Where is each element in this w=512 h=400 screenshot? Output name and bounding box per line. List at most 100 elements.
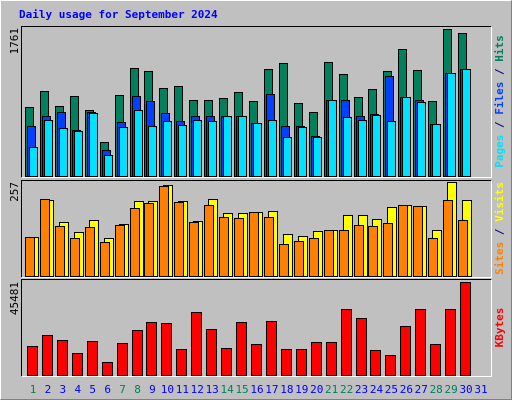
x-tick-label: 18 (280, 383, 293, 396)
bar (298, 127, 307, 177)
bar (387, 121, 396, 177)
x-tick-label: 15 (235, 383, 248, 396)
bar (372, 115, 381, 177)
bar (87, 341, 98, 376)
y-tick-label: 257 (8, 182, 21, 202)
bar (398, 205, 408, 277)
bar (117, 343, 128, 376)
bar (447, 73, 456, 177)
bar (115, 225, 125, 277)
bar (400, 326, 411, 376)
x-tick-label: 25 (385, 383, 398, 396)
bar (204, 205, 214, 277)
bar (146, 322, 157, 376)
x-tick-label: 21 (325, 383, 338, 396)
bar (341, 309, 352, 376)
bar (100, 242, 110, 277)
bar (44, 120, 53, 177)
bar (279, 244, 289, 277)
x-tick-label: 30 (459, 383, 472, 396)
bar (462, 69, 471, 177)
legend-entry: Visits (493, 182, 506, 222)
y-tick-label: 45481 (8, 282, 21, 315)
plot-border-light (21, 279, 492, 377)
bar (163, 121, 172, 177)
x-tick-label: 17 (265, 383, 278, 396)
bar (74, 131, 83, 177)
bar (296, 349, 307, 376)
bar (253, 123, 262, 177)
bar (134, 110, 143, 177)
bar (59, 128, 68, 177)
bar (313, 137, 322, 177)
x-tick-label: 27 (415, 383, 428, 396)
bar (281, 349, 292, 376)
bar (40, 199, 50, 277)
bar (85, 227, 95, 277)
legend-separator: / (493, 115, 506, 135)
x-tick-label: 2 (45, 383, 52, 396)
y-tick-label: 1761 (8, 28, 21, 55)
bar (354, 225, 364, 277)
legend-separator: / (493, 62, 506, 82)
bar (311, 342, 322, 376)
bar (402, 97, 411, 177)
x-tick-label: 13 (206, 383, 219, 396)
chart-title: Daily usage for September 2024 (19, 8, 218, 21)
bar (176, 349, 187, 376)
bar (415, 309, 426, 376)
bar (191, 312, 202, 376)
bar (161, 323, 172, 376)
bar (221, 348, 232, 376)
plot-border-dark (21, 26, 492, 178)
x-tick-label: 29 (445, 383, 458, 396)
bar (358, 120, 367, 177)
bar (251, 344, 262, 376)
x-tick-label: 12 (191, 383, 204, 396)
bar (193, 120, 202, 177)
x-tick-label: 23 (355, 383, 368, 396)
x-tick-label: 1 (30, 383, 37, 396)
legend-entry: Sites (493, 242, 506, 275)
x-tick-label: 5 (89, 383, 96, 396)
bar (236, 322, 247, 376)
bar (339, 230, 349, 277)
bar (458, 220, 468, 277)
bar (428, 238, 438, 277)
bar (432, 124, 441, 177)
bar (368, 226, 378, 277)
legend-separator: / (493, 222, 506, 242)
x-tick-label: 10 (161, 383, 174, 396)
bar (460, 282, 471, 376)
bar (328, 100, 337, 177)
x-tick-label: 3 (60, 383, 67, 396)
bar (29, 147, 38, 177)
plot-border-light (21, 180, 492, 278)
bar (174, 202, 184, 277)
legend-entry: Files (493, 82, 506, 115)
bar (443, 200, 453, 277)
bar (72, 353, 83, 376)
bar (264, 217, 274, 277)
x-tick-label: 20 (310, 383, 323, 396)
bar (294, 241, 304, 277)
plot-border-dark (21, 180, 492, 278)
bar (249, 212, 259, 277)
bar (238, 116, 247, 177)
bar (148, 126, 157, 177)
legend: Pages / Files / Hits (493, 35, 506, 168)
x-tick-label: 31 (474, 383, 487, 396)
bar (234, 218, 244, 277)
x-tick-label: 8 (134, 383, 141, 396)
bar (417, 102, 426, 177)
bar (413, 206, 423, 277)
bar (27, 346, 38, 376)
plot-border-dark (21, 279, 492, 377)
bar (130, 208, 140, 277)
bar (356, 318, 367, 376)
legend-entry: Pages (493, 135, 506, 168)
bar (25, 237, 35, 277)
